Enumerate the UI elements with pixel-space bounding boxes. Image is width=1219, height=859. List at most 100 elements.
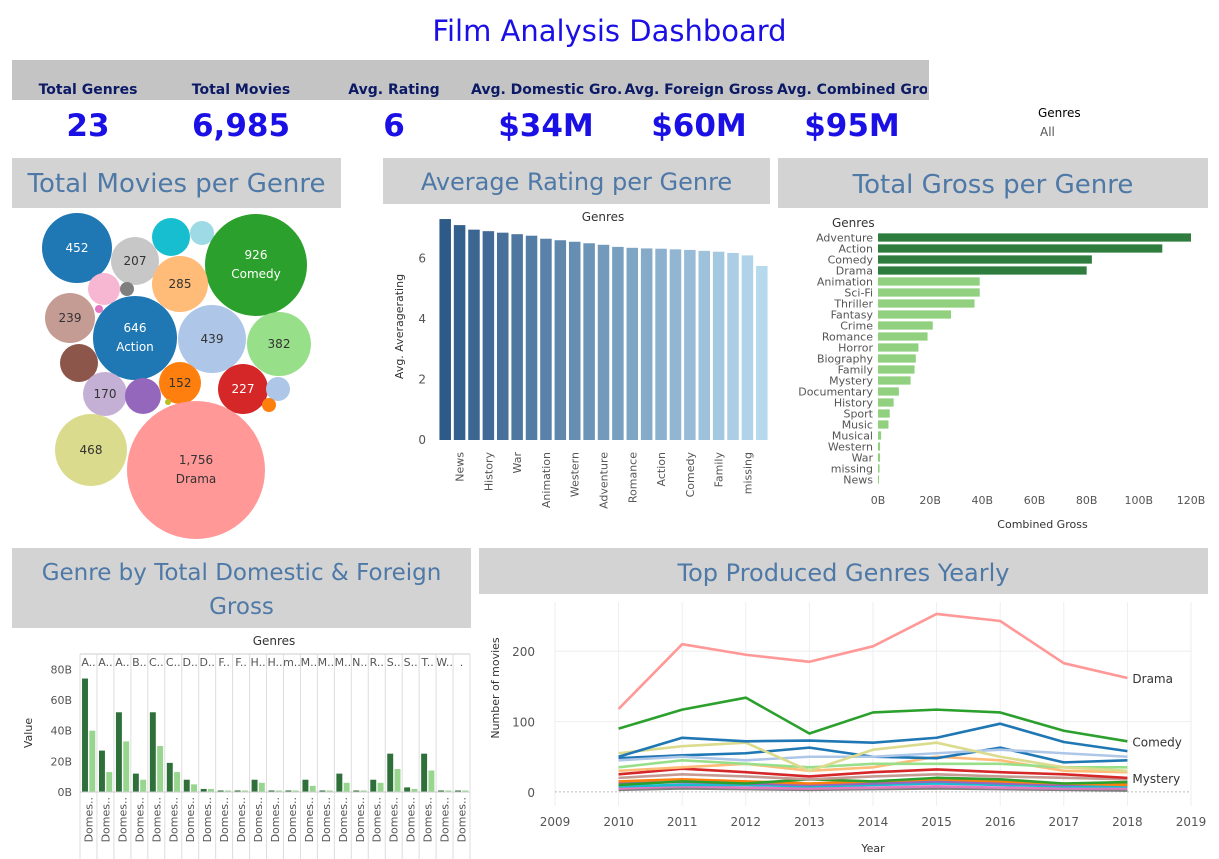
column-label: R.. xyxy=(370,656,384,669)
kpi-total-movies-value: 6,985 xyxy=(191,108,291,144)
df-bar xyxy=(208,788,214,792)
y-category-label: Music xyxy=(842,419,873,432)
df-bar xyxy=(421,753,428,792)
series-line xyxy=(618,773,1128,781)
column-label: W.. xyxy=(436,656,453,669)
x-axis-label: Year xyxy=(860,842,885,855)
rating-bar xyxy=(482,231,495,440)
bubble xyxy=(93,296,177,380)
column-label: M.. xyxy=(318,656,334,669)
df-bar xyxy=(224,790,231,792)
y-category-label: Musical xyxy=(832,430,873,443)
yearly-chart: 2009 2010 2011 2012 2013 2014 2015 2016 2017 2018… xyxy=(489,602,1207,855)
column-label: S.. xyxy=(387,656,401,669)
series-line xyxy=(618,748,1128,762)
df-bar xyxy=(377,782,384,792)
gross-bar xyxy=(878,354,916,363)
df-bar xyxy=(326,790,333,792)
page-title: Film Analysis Dashboard xyxy=(432,14,787,48)
rating-bar xyxy=(497,232,509,440)
rating-bar xyxy=(453,225,466,440)
df-bar xyxy=(438,790,445,792)
bubble xyxy=(127,401,265,539)
df-bar xyxy=(123,741,130,792)
df-bar xyxy=(200,788,207,792)
total-gross-title: Total Gross per Genre xyxy=(778,158,1208,208)
y-category-label: Crime xyxy=(840,320,873,333)
bubble-value-label: 1,756 xyxy=(179,453,213,467)
series-line xyxy=(618,782,1128,788)
y-category-label: Family xyxy=(838,364,874,377)
y-category-label: Sport xyxy=(843,408,873,421)
rating-bar xyxy=(712,251,725,440)
rating-bar xyxy=(583,243,595,440)
df-bar xyxy=(336,773,343,792)
y-axis-label: Avg. Averagerating xyxy=(393,274,406,379)
series-end-label: Drama xyxy=(1132,672,1173,686)
bubble-value-label: 646 xyxy=(124,321,147,335)
series-line xyxy=(618,696,1128,743)
x-tick-label: 2013 xyxy=(794,815,825,829)
bubble xyxy=(45,293,95,343)
column-label: m.. xyxy=(283,656,301,669)
y-category-label: Horror xyxy=(838,342,873,355)
gross-bar xyxy=(878,255,1092,264)
column-label: A.. xyxy=(81,656,95,669)
genre-filter-dropdown[interactable]: All xyxy=(1040,125,1055,139)
df-bar xyxy=(445,790,452,792)
rating-bar xyxy=(756,265,768,440)
gross-bar xyxy=(878,387,899,396)
column-label: B.. xyxy=(132,656,147,669)
gross-bar xyxy=(878,475,879,484)
y-category-label: Adventure xyxy=(816,232,873,245)
bottom-row-label: Domes.. xyxy=(456,797,469,842)
bubble-value-label: 285 xyxy=(169,277,192,291)
bottom-row-label: Domes.. xyxy=(422,797,435,842)
bubble xyxy=(55,414,127,486)
df-bar xyxy=(428,770,435,792)
df-bar xyxy=(132,773,139,792)
gross-bar xyxy=(878,266,1087,275)
df-bar xyxy=(106,772,113,792)
x-tick-label: Romance xyxy=(626,452,639,503)
column-label: C.. xyxy=(149,656,164,669)
kpi-avg-foreign-label: Avg. Foreign Gross xyxy=(624,82,774,98)
gross-bar xyxy=(878,233,1191,242)
x-tick-label: 20B xyxy=(919,494,941,507)
bubble-genre-label: Drama xyxy=(176,472,217,486)
gross-bar xyxy=(878,321,933,330)
x-tick-label: 2019 xyxy=(1176,815,1207,829)
column-label: T.. xyxy=(420,656,433,669)
x-tick-label: 2012 xyxy=(731,815,762,829)
bubble xyxy=(159,362,201,404)
y-category-label: War xyxy=(852,452,874,465)
bottom-row-label: Domes.. xyxy=(337,797,350,842)
series-line xyxy=(617,612,1128,710)
df-bar xyxy=(268,790,275,792)
chart-header: Genres xyxy=(253,634,296,648)
bubble-value-label: 239 xyxy=(59,311,82,325)
bubble xyxy=(42,213,112,283)
gross-bar xyxy=(878,420,889,429)
bubble-value-label: 170 xyxy=(94,387,117,401)
y-tick-label: 2 xyxy=(418,372,426,386)
kpi-avg-foreign-value: $60M xyxy=(651,108,747,144)
column-label: H.. xyxy=(251,656,266,669)
bubble xyxy=(125,378,161,414)
rating-bar xyxy=(640,248,653,440)
bottom-row-label: Domes.. xyxy=(439,797,452,842)
y-category-label: Biography xyxy=(817,353,874,366)
series-line xyxy=(618,741,1128,773)
x-tick-label: Comedy xyxy=(684,452,697,498)
kpi-total-genres-value: 23 xyxy=(66,108,110,144)
bubble xyxy=(111,237,159,285)
bottom-row-label: Domes.. xyxy=(303,797,316,842)
df-bar xyxy=(157,746,164,792)
bubble-genre-label: Comedy xyxy=(231,267,281,281)
gross-bar xyxy=(878,442,881,451)
bubble xyxy=(83,372,127,416)
df-bar xyxy=(82,678,88,792)
avg-rating-chart: Genres 0 2 4 6 Avg. Averagerating News History W… xyxy=(393,210,768,509)
gross-bar xyxy=(878,310,952,319)
bubble xyxy=(120,282,134,296)
